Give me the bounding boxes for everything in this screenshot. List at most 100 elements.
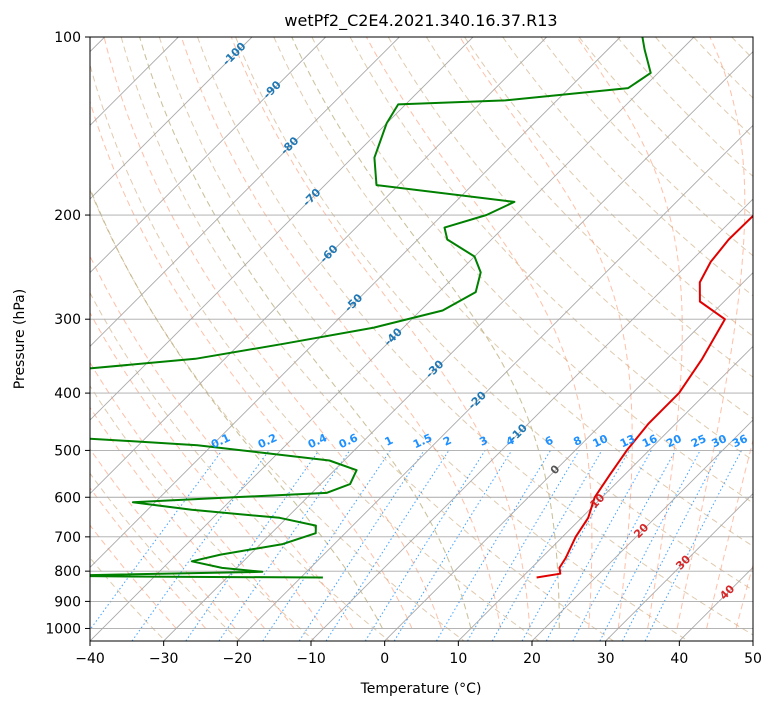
dry-adiabat-line [90,384,316,641]
isotherm-label: -50 [342,291,365,314]
isotherm-line [90,37,253,200]
mixing-ratio-line [185,450,320,641]
moist-adiabat-line [90,255,354,629]
x-tick-label: 50 [744,651,762,667]
isotherm-label: -80 [278,134,301,157]
mixing-ratio-label: 30 [710,432,730,450]
isotherm-label: 20 [631,521,651,541]
isotherm-line [384,272,753,641]
y-tick-label: 100 [54,30,81,46]
mixing-ratio-label: 25 [689,432,708,450]
mixing-ratio-label: 16 [640,432,660,450]
y-tick-label: 300 [54,312,81,328]
isotherm-label: -90 [261,78,284,101]
isotherm-line [90,37,695,641]
mixing-ratio-line [325,450,450,641]
dry-adiabat-line [90,556,166,641]
mixing-ratio-label: 1 [383,434,395,449]
moist-adiabat-line [180,37,501,629]
dry-adiabat-line [770,37,775,641]
dry-adiabat-line [387,37,753,420]
moist-adiabat-line [735,563,753,629]
isotherm-line [163,51,753,641]
mixing-ratio-line [467,450,580,641]
isotherm-line [310,198,753,641]
moist-adiabat-line [230,37,531,629]
mixing-ratio-label: 6 [543,434,556,449]
isotherm-label: -30 [423,357,446,380]
moist-adiabat-line [90,448,236,629]
mixing-ratio-line [435,450,552,641]
background-lines [90,37,775,641]
dry-adiabat-line [197,37,753,636]
x-tick-label: −20 [223,651,253,667]
isotherm-line [90,37,474,421]
mixing-ratio-line [364,450,486,641]
plot-frame [89,36,754,642]
isotherm-label: 30 [673,552,693,572]
isotherm-label: 40 [717,582,737,602]
y-tick-label: 600 [54,490,81,506]
moist-adiabat-line [365,37,593,629]
x-tick-label: 30 [597,651,615,667]
dry-adiabat-line [120,37,614,641]
x-tick-label: 20 [523,651,541,667]
moist-adiabat-line [103,37,442,629]
moist-adiabat-line [139,37,472,629]
mixing-ratio-label: 2 [441,434,453,449]
x-axis-label: Temperature (°C) [360,681,482,697]
moist-adiabat-line [90,361,295,629]
moist-adiabat-line [90,524,177,629]
mixing-ratio-label: 20 [664,432,684,450]
mixing-ratio-label: 13 [618,432,637,450]
isotherm-line [90,37,621,568]
moist-adiabat-line [706,438,753,629]
chart-title: wetPf2_C2E4.2021.340.16.37.R13 [284,11,557,31]
isotherm-label: -100 [220,39,249,68]
dry-adiabat-line [349,37,753,462]
mixing-ratio-label: 3 [477,434,489,449]
isotherm-line [605,493,753,641]
moist-adiabat-line [90,187,383,629]
isotherm-label: -60 [317,242,340,265]
x-tick-label: −30 [149,651,179,667]
isotherm-line [237,124,753,641]
isotherm-label: -40 [382,325,405,348]
mixing-ratio-line [521,450,630,641]
x-axis: −40 −30 −20 −10 0 10 20 30 40 50 [75,641,762,667]
y-tick-label: 500 [54,443,81,459]
mixing-ratio-line [90,450,223,631]
dewpoint-profile-line [90,37,652,579]
mixing-ratio-line [545,450,652,641]
moist-adiabat-line [576,37,683,629]
moist-adiabat-line [291,37,560,629]
mixing-ratio-line [262,450,391,641]
y-tick-label: 700 [54,530,81,546]
y-tick-label: 1000 [45,621,81,637]
mixing-ratio-line [599,450,701,641]
moist-adiabat-line [676,37,746,629]
y-tick-label: 900 [54,594,81,610]
temperature-profile-line [536,214,753,579]
y-axis: 100 200 300 400 500 600 700 800 900 1000 [45,30,90,637]
moist-adiabat-line [90,187,383,629]
dry-adiabat-line [425,37,753,378]
dry-adiabat-line [90,472,241,641]
x-tick-label: 10 [449,651,467,667]
dry-adiabat-line [464,37,753,337]
isotherm-label: -20 [466,388,489,411]
mixing-ratio-label: 0.2 [256,431,279,451]
mixing-ratio-line [218,450,351,641]
dry-adiabat-line [90,62,540,641]
mixing-ratio-line [644,450,742,641]
isotherm-line [90,37,400,347]
y-tick-label: 800 [54,564,81,580]
mixing-ratio-labels: 0.1 0.2 0.4 0.6 1 1.5 2 3 4 6 8 10 13 16 20 25 30 36 [209,431,750,451]
dry-adiabat-line [655,37,753,138]
moist-adiabat-line [90,99,413,629]
isotherm-line [90,37,326,274]
moist-adiabat-line [291,37,560,629]
mixing-ratio-label: 36 [730,432,750,450]
isotherm-line [458,345,753,641]
